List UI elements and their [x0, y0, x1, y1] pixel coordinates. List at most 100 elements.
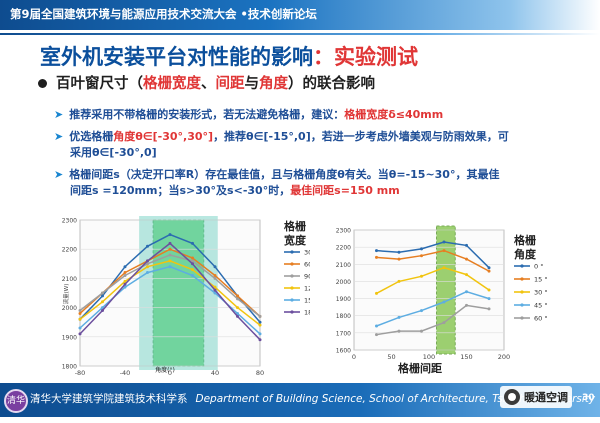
sub-2-pre: 优选格栅 — [69, 130, 114, 143]
series-line-60 — [376, 304, 490, 336]
data-point — [420, 247, 423, 251]
y-tick-label: 2300 — [62, 218, 77, 225]
sub-point-1: ➤ 推荐采用不带格栅的安装形式，若无法避免格栅，建议：格栅宽度δ≤40mm — [54, 107, 443, 123]
arrow-icon: ➤ — [54, 130, 64, 143]
legend-title: 格栅 — [284, 219, 306, 233]
sub-3-line2: 间距s =120mm；当s>30°及s<-30°时，最佳间距s=150 mm — [54, 183, 499, 199]
data-point — [168, 241, 172, 245]
x-tick-label: -40 — [120, 369, 131, 377]
chart-spacing-vs-flow: 1600 1700 1800 1900 2000 2100 2200 2300 0 50 100 15… — [336, 225, 548, 375]
legend-marker — [290, 250, 294, 254]
data-point — [236, 294, 239, 298]
y-tick-label: 2000 — [336, 279, 351, 286]
data-point — [101, 294, 104, 298]
data-point — [375, 249, 378, 253]
sub-1-red: 格栅宽度δ≤40mm — [344, 108, 444, 121]
x-tick-label: 40 — [211, 369, 219, 377]
data-point — [101, 300, 104, 304]
highlight-band — [152, 219, 205, 367]
x-tick-label: 50 — [387, 353, 395, 361]
legend-label: 180 — [304, 309, 310, 317]
legend-label: 15 ° — [534, 276, 548, 284]
data-point — [146, 271, 149, 275]
sub-point-3: ➤ 格栅间距s（决定开口率R）存在最佳值，且与格栅角度θ有关。当θ=-15~30°… — [54, 167, 499, 199]
data-point — [465, 290, 468, 294]
x-tick-label: 0 — [352, 353, 356, 361]
legend-marker — [290, 286, 294, 290]
series-line-30 — [376, 266, 490, 295]
plot-area — [353, 229, 505, 351]
data-point — [442, 240, 446, 244]
y-tick-label: 2200 — [62, 247, 77, 254]
data-point — [258, 314, 262, 318]
legend-label: 60 ° — [534, 315, 548, 323]
series-line-45 — [376, 290, 490, 327]
x-axis-label: 角度(°) — [155, 366, 175, 374]
data-point — [375, 255, 378, 259]
data-point — [78, 332, 82, 336]
data-point — [397, 257, 401, 261]
slide-title-accent: ：实验测试 — [313, 45, 418, 69]
data-point — [420, 274, 423, 278]
data-point — [191, 268, 194, 272]
watermark-text: 暖通空调 — [524, 391, 568, 404]
legend-marker — [520, 264, 524, 268]
data-point — [487, 297, 491, 301]
data-point — [213, 291, 217, 295]
arrow-icon: ➤ — [54, 168, 64, 181]
y-tick-label: 1600 — [336, 348, 351, 355]
data-point — [487, 307, 491, 311]
data-point — [146, 244, 149, 248]
data-point — [375, 324, 378, 328]
data-point — [397, 250, 401, 254]
sub-1-text: 推荐采用不带格栅的安装形式，若无法避免格栅，建议： — [69, 108, 345, 121]
data-point — [258, 320, 262, 324]
legend-marker — [520, 277, 524, 281]
data-point — [191, 259, 194, 263]
legend-label: 90 — [304, 273, 310, 281]
x-axis-label: 格栅间距 — [398, 361, 442, 375]
data-point — [420, 309, 423, 313]
x-tick-label: -80 — [75, 369, 86, 377]
sub-3-line2-pre: 间距s =120mm；当s>30°及s<-30°时， — [70, 184, 291, 197]
data-point — [78, 326, 82, 330]
series-line-0 — [376, 241, 490, 269]
data-point — [123, 271, 127, 275]
data-point — [168, 253, 172, 257]
sub-2-post: ，推荐θ∈[-15°,0]，若进一步考虑外墙美观与防雨效果，可 — [213, 130, 509, 143]
y-tick-label: 1700 — [336, 330, 351, 337]
data-point — [168, 247, 172, 251]
data-point — [78, 311, 82, 315]
legend-marker — [290, 262, 294, 266]
data-point — [213, 273, 217, 277]
sub-3-red: 最佳间距s=150 mm — [290, 184, 400, 197]
legend-marker — [290, 274, 294, 278]
data-point — [397, 315, 401, 319]
data-point — [123, 279, 127, 283]
legend-label: 0 ° — [534, 263, 543, 271]
data-point — [123, 285, 127, 289]
x-tick-label: 100 — [423, 353, 435, 361]
data-point — [168, 233, 172, 237]
footer-text: 清华大学建筑学院建筑技术科学系 Department of Building Sc… — [30, 391, 595, 406]
data-point — [442, 321, 446, 325]
data-point — [213, 276, 217, 280]
sub-3-line1: 格栅间距s（决定开口率R）存在最佳值，且与格栅角度θ有关。当θ=-15~30°，… — [69, 168, 500, 181]
data-point — [123, 265, 127, 269]
legend-title: 格栅 — [514, 233, 536, 247]
data-point — [375, 291, 378, 295]
y-axis-label: 流量(W) — [62, 284, 70, 305]
data-point — [420, 329, 423, 333]
legend-marker — [520, 303, 524, 307]
sub-2-line2: 采用θ∈[-30°,0] — [70, 146, 157, 159]
header-rule — [0, 33, 600, 35]
page-number: 30 — [582, 393, 595, 403]
data-point — [442, 300, 446, 304]
y-tick-label: 2200 — [336, 245, 351, 252]
y-tick-label: 2100 — [62, 276, 77, 283]
y-tick-label: 2300 — [336, 228, 351, 235]
highlight-band — [436, 225, 456, 355]
footer-school: 清华大学建筑学院建筑技术科学系 — [30, 393, 188, 405]
legend-label: 60 — [304, 261, 310, 269]
data-point — [487, 266, 491, 270]
